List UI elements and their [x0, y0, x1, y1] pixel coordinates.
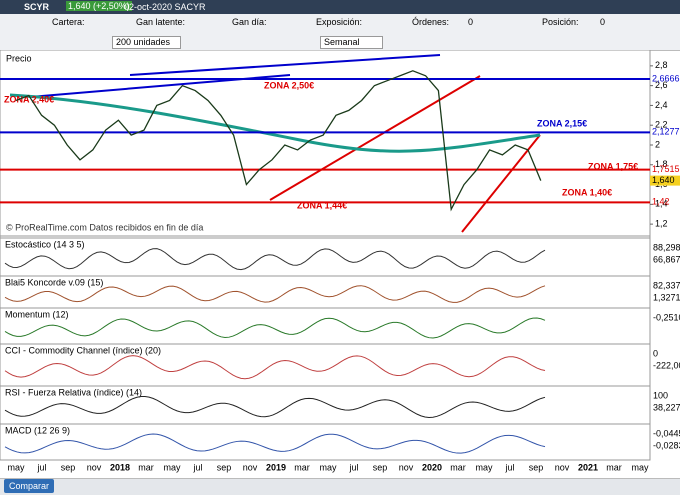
panel-value: -0,0445	[653, 428, 680, 438]
last-price-box	[650, 175, 680, 186]
titlebar	[0, 0, 680, 14]
quote: 1,640 (+2,50%)	[66, 1, 132, 11]
y-tick-label: 1,4	[655, 199, 668, 209]
x-tick-label: 2018	[110, 462, 130, 472]
indicator-line	[4, 433, 546, 454]
y-tick-label: 1,8	[655, 159, 668, 169]
orders: 0	[468, 17, 474, 27]
trend-line	[461, 134, 541, 233]
x-tick-label: jul	[348, 462, 358, 472]
x-tick-label: may	[319, 462, 337, 472]
price-line	[15, 70, 542, 212]
panel-title: MACD (12 26 9)	[5, 425, 70, 435]
panel-value: 1,3271	[653, 292, 680, 302]
zone-label: ZONA 2,40€	[4, 94, 54, 104]
period-select[interactable]: Semanal	[320, 36, 383, 49]
trend-line	[129, 54, 441, 76]
x-tick-label: nov	[243, 462, 258, 472]
toolbar-field: Exposición:	[316, 17, 363, 27]
panel-title: Blai5 Koncorde v.09 (15)	[5, 277, 103, 287]
panel-title: RSI - Fuerza Relativa (índice) (14)	[5, 387, 142, 397]
x-tick-label: 2020	[422, 462, 442, 472]
quantity-select[interactable]: 200 unidades	[112, 36, 181, 49]
y-tick-label: 1,2	[655, 219, 668, 229]
panel-value: 0	[653, 348, 658, 358]
toolbar-field: Gan latente:	[136, 17, 186, 27]
level-label: 2,1277	[652, 127, 680, 137]
footer	[0, 478, 680, 495]
y-tick-label: 2,4	[655, 100, 668, 110]
x-tick-label: mar	[138, 462, 154, 472]
panel-value: -0,2510	[653, 312, 680, 322]
toolbar-field: Posición:	[542, 17, 579, 27]
indicator-line	[4, 248, 546, 271]
x-tick-label: nov	[87, 462, 102, 472]
y-tick-label: 2,8	[655, 60, 668, 70]
y-tick-label: 2,2	[655, 120, 668, 130]
x-tick-label: may	[475, 462, 493, 472]
compare-button[interactable]: Comparar	[4, 479, 55, 493]
indicator-line	[4, 285, 546, 303]
x-tick-label: jul	[504, 462, 514, 472]
panel-value: 82,337	[653, 280, 680, 290]
zone-label: ZONA 2,50€	[264, 80, 314, 90]
watermark: © ProRealTime.com Datos recibidos en fin…	[6, 222, 203, 232]
panel-title: CCI - Commodity Channel (índice) (20)	[5, 345, 161, 355]
x-tick-label: sep	[373, 462, 388, 472]
y-tick-label: 2	[655, 139, 660, 149]
panel-title: Momentum (12)	[5, 309, 69, 319]
last-price-label: 1,640	[652, 175, 675, 185]
indicator-line	[4, 317, 546, 339]
toolbar-field: Cartera:	[52, 17, 85, 27]
date: 02-oct-2020 SACYR	[124, 2, 206, 12]
moving-average	[9, 93, 541, 153]
panel-value: -0,0283	[653, 440, 680, 450]
indicator-line	[4, 395, 546, 418]
x-tick-label: nov	[555, 462, 570, 472]
symbol: SCYR	[24, 2, 50, 12]
x-tick-label: sep	[217, 462, 232, 472]
y-tick-label: 2,6	[655, 80, 668, 90]
panel-value: 100	[653, 390, 668, 400]
panel-value: -222,00	[653, 360, 680, 370]
x-tick-label: 2019	[266, 462, 286, 472]
x-tick-label: 2021	[578, 462, 598, 472]
x-tick-label: mar	[450, 462, 466, 472]
x-tick-label: jul	[36, 462, 46, 472]
level-label: 1,42	[652, 197, 670, 207]
x-tick-label: nov	[399, 462, 414, 472]
panel-value: 88,298	[653, 242, 680, 252]
indicator-line	[4, 355, 546, 380]
zone-label: ZONA 1,40€	[562, 187, 612, 197]
chart-area: © ProRealTime.com Datos recibidos en fin…	[0, 50, 680, 472]
x-tick-label: mar	[606, 462, 622, 472]
zone-label: ZONA 1,44€	[297, 200, 347, 210]
trend-line	[269, 75, 481, 201]
x-tick-label: may	[631, 462, 649, 472]
x-tick-label: sep	[61, 462, 76, 472]
x-tick-label: may	[163, 462, 181, 472]
panel-title: Estocástico (14 3 5)	[5, 239, 85, 249]
panel-title: Precio	[6, 53, 32, 63]
toolbar-field: Gan día:	[232, 17, 267, 27]
toolbar-field: Órdenes:	[412, 17, 450, 27]
panel-value: 66,867	[653, 254, 680, 264]
position: 0	[600, 17, 606, 27]
panel-value: 38,227	[653, 402, 680, 412]
zone-label: ZONA 2,15€	[537, 118, 587, 128]
level-label: 2,6666	[652, 73, 680, 83]
x-tick-label: mar	[294, 462, 310, 472]
x-tick-label: jul	[192, 462, 202, 472]
plot-frame	[0, 50, 651, 461]
zone-label: ZONA 1,75€	[588, 161, 638, 171]
level-label: 1,7515	[652, 164, 680, 174]
x-tick-label: sep	[529, 462, 544, 472]
x-tick-label: may	[7, 462, 25, 472]
